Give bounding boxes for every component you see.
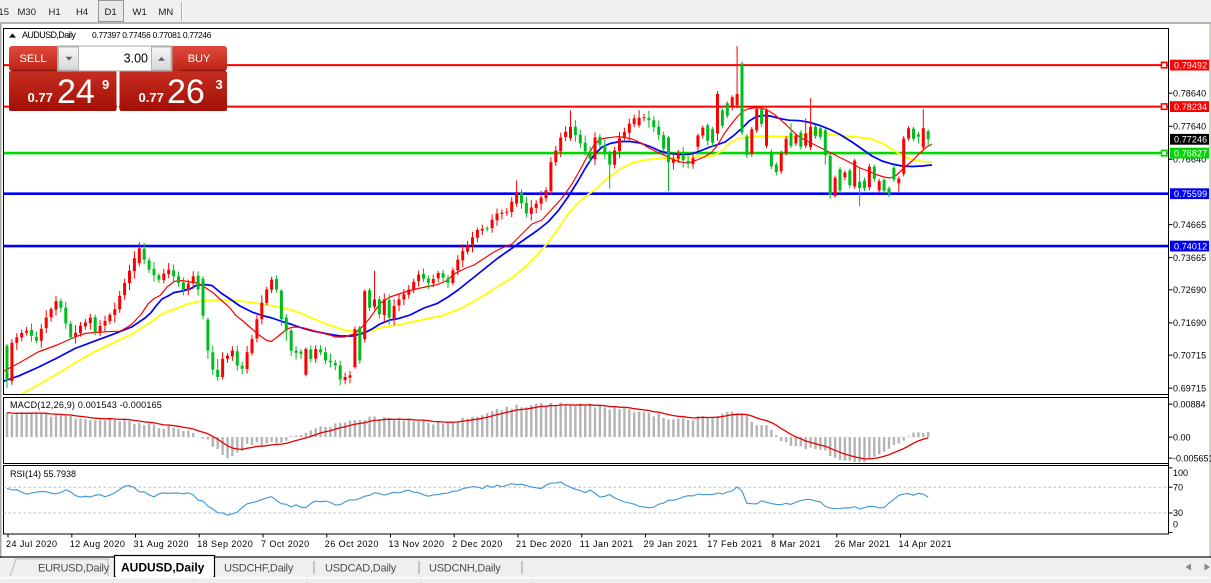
svg-text:USDCHF,Daily: USDCHF,Daily — [224, 563, 294, 575]
svg-text:0.74665: 0.74665 — [1173, 220, 1206, 230]
svg-text:0.78234: 0.78234 — [1174, 102, 1207, 112]
svg-text:2 Dec 2020: 2 Dec 2020 — [452, 539, 503, 549]
svg-text:26 Mar 2021: 26 Mar 2021 — [835, 539, 890, 549]
svg-text:0: 0 — [1173, 520, 1178, 530]
svg-text:0.75599: 0.75599 — [1174, 189, 1207, 199]
svg-text:0.71690: 0.71690 — [1173, 318, 1206, 328]
svg-text:8 Mar 2021: 8 Mar 2021 — [771, 539, 821, 549]
svg-text:30: 30 — [1173, 508, 1183, 518]
svg-text:MACD(12,26,9) 0.001543 -0.0001: MACD(12,26,9) 0.001543 -0.000165 — [10, 400, 162, 410]
svg-text:17 Feb 2021: 17 Feb 2021 — [707, 539, 763, 549]
svg-text:21 Dec 2020: 21 Dec 2020 — [516, 539, 572, 549]
svg-text:W1: W1 — [133, 7, 147, 18]
svg-text:0.77246: 0.77246 — [1174, 135, 1207, 145]
svg-text:0.77397 0.77456 0.77081 0.7724: 0.77397 0.77456 0.77081 0.77246 — [92, 30, 212, 40]
svg-text:0.79492: 0.79492 — [1174, 61, 1207, 71]
svg-text:11 Jan 2021: 11 Jan 2021 — [580, 539, 634, 549]
svg-text:SELL: SELL — [20, 53, 47, 65]
svg-text:0.72690: 0.72690 — [1173, 285, 1206, 295]
svg-text:26 Oct 2020: 26 Oct 2020 — [325, 539, 379, 549]
svg-text:70: 70 — [1173, 482, 1183, 492]
svg-text:14 Apr 2021: 14 Apr 2021 — [899, 539, 953, 549]
svg-text:AUDUSD,Daily: AUDUSD,Daily — [121, 561, 205, 575]
svg-text:24: 24 — [57, 73, 95, 111]
svg-text:M30: M30 — [18, 7, 36, 18]
svg-text:18 Sep 2020: 18 Sep 2020 — [197, 539, 253, 549]
svg-text:USDCAD,Daily: USDCAD,Daily — [325, 563, 397, 575]
svg-text:3.00: 3.00 — [124, 52, 148, 66]
svg-text:0.70715: 0.70715 — [1173, 350, 1206, 360]
svg-text:0.77: 0.77 — [139, 90, 164, 105]
svg-text:24 Jul 2020: 24 Jul 2020 — [6, 539, 58, 549]
svg-text:-0.005651: -0.005651 — [1173, 453, 1211, 463]
svg-text:3: 3 — [216, 77, 223, 92]
svg-text:MN: MN — [159, 7, 174, 18]
svg-text:29 Jan 2021: 29 Jan 2021 — [644, 539, 699, 549]
svg-text:0.77: 0.77 — [28, 90, 53, 105]
svg-text:0.73665: 0.73665 — [1173, 253, 1206, 263]
svg-text:26: 26 — [167, 73, 205, 111]
svg-text:USDCNH,Daily: USDCNH,Daily — [429, 563, 501, 575]
svg-text:0.78640: 0.78640 — [1173, 88, 1206, 98]
svg-text:RSI(14) 55.7938: RSI(14) 55.7938 — [10, 469, 76, 479]
svg-text:0.00: 0.00 — [1173, 432, 1191, 442]
svg-text:100: 100 — [1173, 468, 1188, 478]
svg-text:0.76640: 0.76640 — [1173, 155, 1206, 165]
svg-text:0.74012: 0.74012 — [1174, 242, 1207, 252]
svg-text:31 Aug 2020: 31 Aug 2020 — [134, 539, 190, 549]
svg-text:0.00884: 0.00884 — [1173, 399, 1206, 409]
svg-text:BUY: BUY — [188, 53, 211, 65]
svg-text:0.77640: 0.77640 — [1173, 122, 1206, 132]
svg-text:D1: D1 — [105, 7, 117, 18]
svg-text:H1: H1 — [49, 7, 61, 18]
svg-text:H4: H4 — [76, 7, 88, 18]
svg-text:13 Nov 2020: 13 Nov 2020 — [389, 539, 445, 549]
svg-text:AUDUSD,Daily: AUDUSD,Daily — [22, 30, 76, 40]
svg-text:0.76827: 0.76827 — [1174, 149, 1207, 159]
svg-text:9: 9 — [102, 77, 109, 92]
svg-text:12 Aug 2020: 12 Aug 2020 — [70, 539, 126, 549]
svg-text:0.69715: 0.69715 — [1173, 383, 1206, 393]
svg-text:M15: M15 — [0, 7, 9, 18]
svg-text:7 Oct 2020: 7 Oct 2020 — [261, 539, 310, 549]
svg-text:EURUSD,Daily: EURUSD,Daily — [38, 563, 110, 575]
